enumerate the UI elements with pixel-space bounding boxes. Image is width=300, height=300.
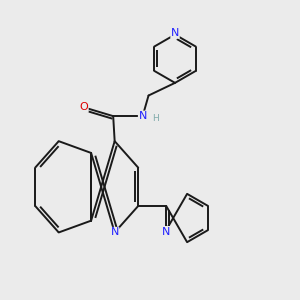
Text: H: H [152,114,159,123]
Text: N: N [110,227,119,237]
Text: O: O [80,102,88,112]
Text: N: N [139,111,147,121]
Text: N: N [171,28,179,38]
Text: N: N [162,226,170,237]
